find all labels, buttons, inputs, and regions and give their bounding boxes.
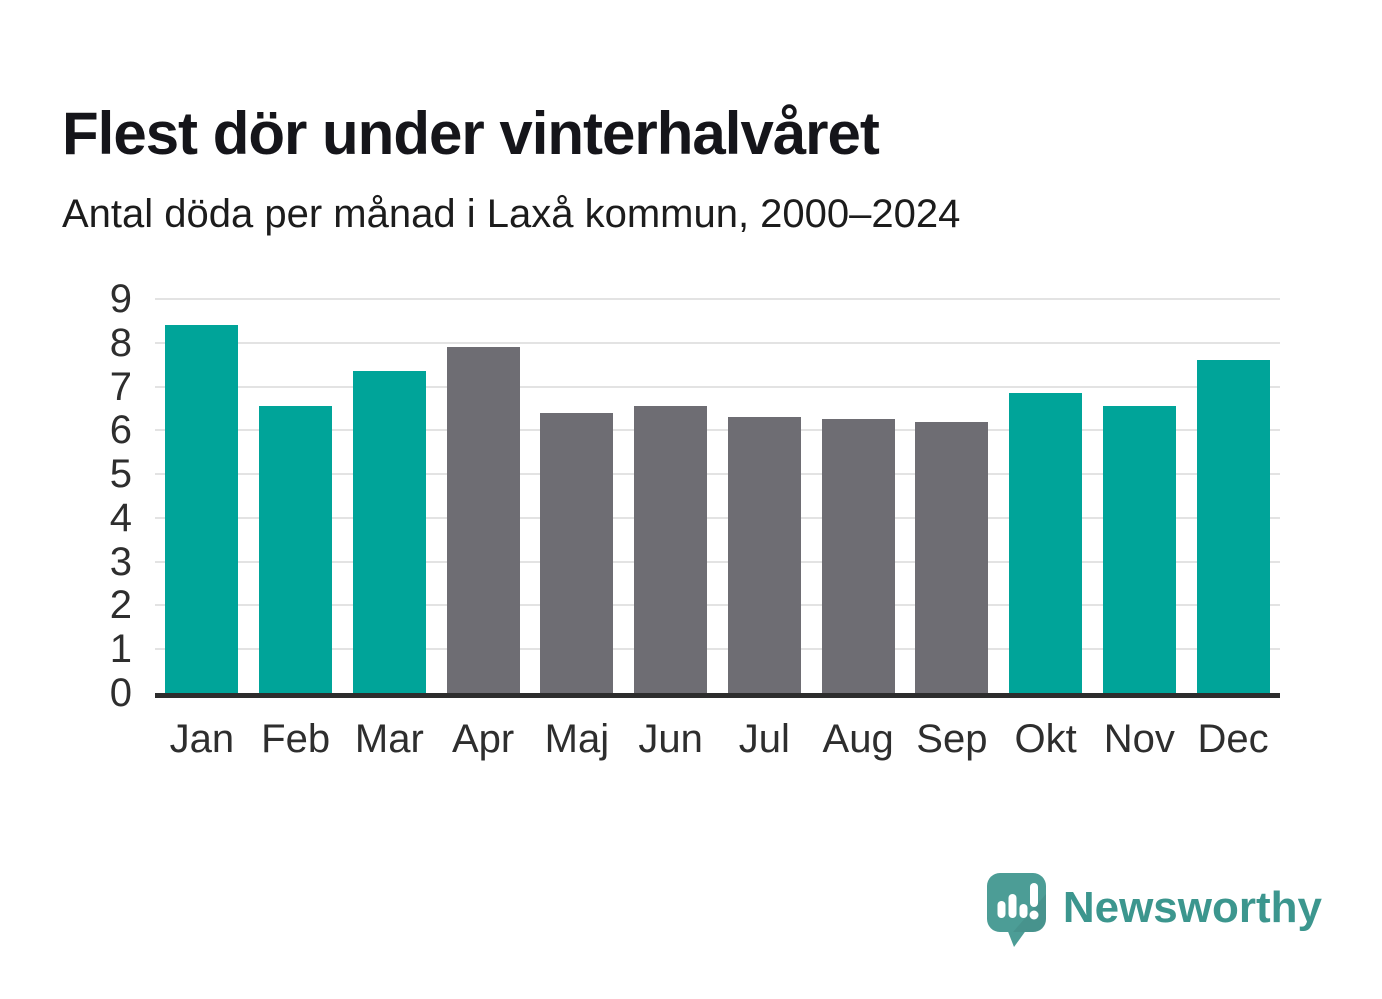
- x-tick-label-aug: Aug: [822, 717, 894, 761]
- gridline-3: [155, 560, 1280, 563]
- y-tick-label-2: 2: [109, 583, 132, 628]
- gridline-5: [155, 473, 1280, 476]
- y-tick-label-6: 6: [109, 408, 132, 453]
- y-tick-label-1: 1: [109, 627, 132, 672]
- x-tick-label-dec: Dec: [1197, 717, 1269, 761]
- newsworthy-logo-icon: [986, 872, 1048, 953]
- bar-apr: [446, 347, 520, 693]
- x-tick-label-jul: Jul: [738, 717, 790, 761]
- brand-name: Newsworthy: [1062, 882, 1322, 932]
- y-tick-label-8: 8: [109, 320, 132, 365]
- y-tick-label-0: 0: [109, 671, 132, 715]
- x-tick-label-mar: Mar: [354, 717, 424, 761]
- bar-jun: [634, 406, 708, 693]
- x-tick-label-nov: Nov: [1103, 717, 1175, 761]
- gridline-2: [155, 604, 1280, 607]
- x-tick-label-maj: Maj: [544, 717, 610, 761]
- chart-subtitle: Antal döda per månad i Laxå kommun, 2000…: [62, 192, 961, 236]
- bar-sep: [915, 421, 989, 693]
- bar-nov: [1102, 406, 1176, 693]
- gridline-1: [155, 648, 1280, 651]
- x-tick-label-jan: Jan: [169, 717, 235, 761]
- newsworthy-logo: Newsworthy: [986, 872, 1322, 953]
- bar-mar: [352, 371, 426, 693]
- bar-aug: [821, 419, 895, 693]
- y-tick-label-5: 5: [109, 452, 132, 497]
- x-tick-label-okt: Okt: [1014, 717, 1077, 761]
- bar-feb: [259, 406, 333, 693]
- gridline-8: [155, 341, 1280, 344]
- x-tick-label-sep: Sep: [916, 717, 988, 761]
- x-axis-line: [155, 693, 1280, 698]
- bar-maj: [540, 412, 614, 693]
- gridline-9: [155, 298, 1280, 300]
- x-tick-label-apr: Apr: [452, 717, 515, 761]
- bar-dec: [1196, 360, 1270, 693]
- x-tick-label-jun: Jun: [638, 717, 703, 761]
- x-axis: Jan Feb Mar Apr Maj Jun Jul Aug Sep Okt Nov Dec: [155, 714, 1280, 766]
- bar-okt: [1009, 393, 1083, 693]
- gridline-7: [155, 385, 1280, 388]
- chart-title: Flest dör under vinterhalvåret: [62, 100, 880, 168]
- bar-jul: [727, 417, 801, 693]
- gridline-4: [155, 516, 1280, 519]
- y-tick-label-7: 7: [109, 364, 132, 409]
- y-tick-label-3: 3: [109, 539, 132, 584]
- plot-area: [155, 298, 1280, 698]
- x-tick-label-feb: Feb: [261, 717, 331, 761]
- y-tick-label-9: 9: [109, 277, 132, 321]
- gridline-6: [155, 429, 1280, 432]
- y-tick-label-4: 4: [109, 495, 132, 540]
- bar-jan: [165, 325, 239, 693]
